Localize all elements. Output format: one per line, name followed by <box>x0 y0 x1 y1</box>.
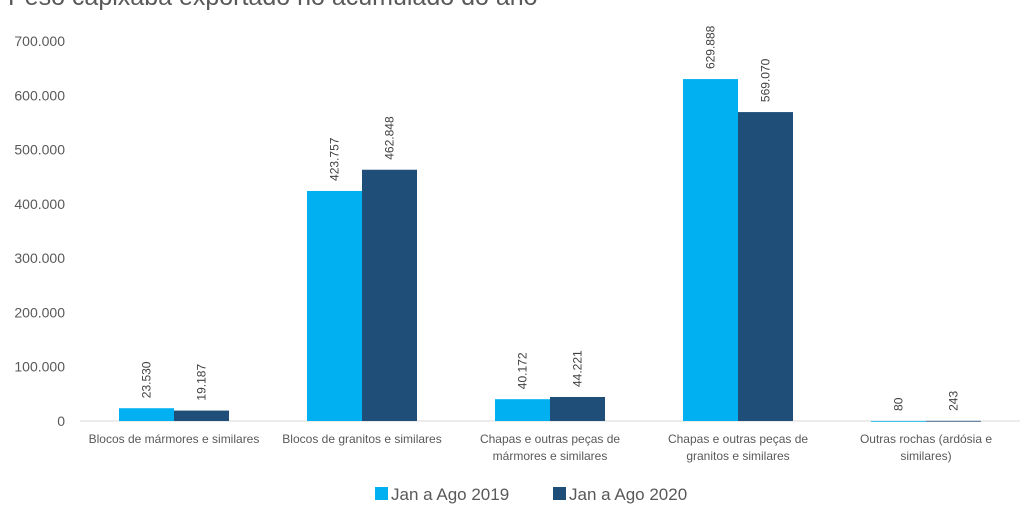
data-label: 80 <box>892 397 906 411</box>
bar-series-2 <box>926 420 981 422</box>
bar-series-1 <box>683 79 738 422</box>
data-label: 40.172 <box>516 352 530 389</box>
y-tick-label: 300.000 <box>14 250 65 266</box>
legend-swatch <box>553 487 566 500</box>
y-tick-label: 200.000 <box>14 304 65 320</box>
bar-series-1 <box>119 408 174 421</box>
chart-title: Peso capixaba exportado no acumulado do … <box>8 0 538 11</box>
bar-series-2 <box>738 112 793 421</box>
x-tick-label: Outras rochas (ardósia e similares) <box>860 432 992 463</box>
y-tick-label: 500.000 <box>14 142 65 158</box>
data-label: 23.530 <box>140 361 154 398</box>
legend-label: Jan a Ago 2019 <box>391 485 509 504</box>
y-tick-label: 600.000 <box>14 87 65 103</box>
y-tick-label: 100.000 <box>14 359 65 375</box>
data-label: 19.187 <box>195 364 209 401</box>
x-tick-label: Chapas e outras peças de mármores e simil… <box>480 432 620 463</box>
data-label: 569.070 <box>759 58 773 102</box>
bar-series-2 <box>174 410 229 421</box>
legend-swatch <box>375 487 388 500</box>
data-label: 629.888 <box>704 25 718 69</box>
x-tick-label: Blocos de mármores e similares <box>89 432 260 446</box>
y-tick-label: 700.000 <box>14 33 65 49</box>
y-tick-label: 0 <box>57 413 65 429</box>
y-tick-label: 400.000 <box>14 196 65 212</box>
legend-label: Jan a Ago 2020 <box>569 485 687 504</box>
data-label: 44.221 <box>571 350 585 387</box>
bar-series-1 <box>495 399 550 421</box>
y-axis: 0 100.000 200.000 300.000 400.000 500.000 600.… <box>14 33 65 429</box>
data-label: 462.848 <box>383 116 397 160</box>
bars: 23.530 19.187 423.757 462.848 40.172 44.221 62… <box>119 25 981 422</box>
x-axis: Blocos de mármores e similares Blocos de … <box>89 432 993 463</box>
legend: Jan a Ago 2019 Jan a Ago 2020 <box>375 485 687 504</box>
bar-series-1 <box>871 420 926 422</box>
x-tick-label: Chapas e outras peças de granitos e simil… <box>668 432 808 463</box>
bar-series-2 <box>550 396 605 421</box>
data-label: 423.757 <box>328 137 342 181</box>
data-label: 243 <box>947 391 961 411</box>
x-tick-label: Blocos de granitos e similares <box>282 432 441 446</box>
bar-series-1 <box>307 190 362 421</box>
bar-series-2 <box>362 169 417 421</box>
